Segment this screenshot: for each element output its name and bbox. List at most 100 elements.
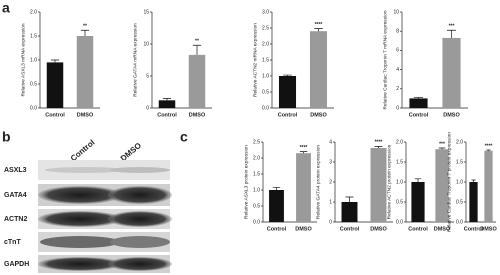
- bar: [341, 202, 358, 222]
- y-tick-label: 1.0: [30, 57, 37, 63]
- error-bar: [345, 196, 354, 202]
- bar: [469, 182, 478, 222]
- error-bar: [50, 59, 60, 63]
- blot-column-label: Control: [69, 138, 97, 163]
- y-tick-label: 1.5: [253, 171, 260, 177]
- y-tick-label: 1.0: [253, 187, 260, 193]
- y-axis-label: Relative ACTN2 protein expression: [386, 144, 392, 219]
- blot-band: [38, 257, 122, 271]
- error-bar: [374, 146, 383, 148]
- blot-row-label: GATA4: [4, 192, 27, 199]
- y-tick-label: 2.0: [253, 155, 260, 161]
- error-bar: [486, 149, 491, 151]
- significance: ***: [439, 141, 445, 147]
- y-tick-label: 0.0: [396, 219, 403, 225]
- y-tick-label: 5: [146, 73, 149, 79]
- panel-label: a: [2, 0, 10, 16]
- y-tick-label: 0: [329, 219, 332, 225]
- y-tick-label: 1: [329, 199, 332, 205]
- y-tick-label: 6: [396, 48, 399, 54]
- bar: [278, 76, 297, 108]
- blot-band: [38, 211, 122, 227]
- y-axis-label: Relative ASXL3 protein expression: [243, 145, 249, 219]
- x-tick-label: DMSO: [370, 226, 387, 232]
- y-tick-label: 1.0: [396, 179, 403, 185]
- blot-band: [110, 236, 170, 248]
- blot-band: [38, 186, 122, 204]
- bar: [442, 37, 461, 108]
- y-tick-label: 0.0: [262, 105, 269, 111]
- y-tick-label: 3.0: [262, 9, 269, 15]
- y-axis-label: Relative ASXL3 mRNA expression: [20, 23, 26, 96]
- x-tick-label: Control: [45, 112, 65, 118]
- y-tick-label: 3: [329, 159, 332, 165]
- significance: **: [195, 39, 199, 45]
- y-tick-label: 0.5: [456, 199, 463, 205]
- bar: [76, 36, 94, 108]
- bar: [484, 150, 493, 222]
- y-tick-label: 4: [396, 67, 399, 73]
- y-axis-label: Relative Cardiac Troponin T protein expr…: [446, 132, 452, 232]
- y-tick-label: 0.5: [262, 89, 269, 95]
- error-bar: [446, 29, 457, 38]
- bar: [435, 149, 449, 222]
- significance: ****: [300, 145, 308, 151]
- panel-label: b: [2, 129, 11, 145]
- bar: [158, 100, 176, 108]
- y-tick-label: 2.5: [262, 25, 269, 31]
- error-bar: [80, 29, 90, 36]
- y-tick-label: 0.0: [30, 105, 37, 111]
- y-tick-label: 0.5: [396, 199, 403, 205]
- y-tick-label: 2.0: [456, 139, 463, 145]
- y-tick-label: 0.0: [253, 219, 260, 225]
- blot-row-label: cTnT: [4, 239, 21, 246]
- significance: ****: [315, 22, 323, 28]
- y-tick-label: 2.5: [253, 139, 260, 145]
- blot-row-label: ASXL3: [4, 167, 27, 174]
- blot-band: [108, 186, 172, 204]
- error-bar: [314, 28, 323, 32]
- x-tick-label: Control: [157, 112, 177, 118]
- x-tick-label: DMSO: [310, 112, 327, 118]
- blot-band: [110, 167, 170, 173]
- y-axis-label: Relative Cardiac Troponin T mRNA express…: [382, 10, 388, 109]
- y-axis-label: Relative GATA4 mRNA expression: [132, 23, 138, 97]
- x-tick-label: Control: [408, 226, 428, 232]
- blot-column-label: DMSO: [119, 141, 143, 163]
- y-tick-label: 2.0: [30, 9, 37, 15]
- y-tick-label: 2: [396, 86, 399, 92]
- y-tick-label: 0.0: [456, 219, 463, 225]
- y-tick-label: 4: [329, 139, 332, 145]
- y-tick-label: 10: [143, 41, 149, 47]
- y-tick-label: 8: [396, 29, 399, 35]
- significance: ****: [375, 140, 383, 146]
- y-axis-label: Relative GATA4 protein expression: [315, 145, 321, 220]
- y-tick-label: 15: [143, 9, 149, 15]
- y-tick-label: 2.0: [262, 41, 269, 47]
- x-tick-label: DMSO: [434, 226, 451, 232]
- y-tick-label: 1.0: [262, 73, 269, 79]
- bar: [409, 98, 428, 108]
- blot-band: [45, 167, 125, 173]
- x-tick-label: Control: [340, 226, 360, 232]
- y-tick-label: 10: [393, 9, 399, 15]
- blot-band: [108, 257, 172, 271]
- error-bar: [471, 179, 476, 182]
- y-tick-label: 0.5: [30, 81, 37, 87]
- error-bar: [414, 178, 422, 182]
- y-axis-label: Relative ACTN2 mRNA expression: [252, 23, 258, 97]
- bar: [296, 153, 311, 222]
- significance: ****: [485, 143, 493, 149]
- error-bar: [162, 98, 172, 101]
- y-tick-label: 0: [146, 105, 149, 111]
- y-tick-label: 0: [396, 105, 399, 111]
- blot-row-label: ACTN2: [4, 216, 27, 223]
- error-bar: [272, 187, 281, 190]
- y-tick-label: 2: [329, 179, 332, 185]
- x-tick-label: DMSO: [480, 226, 497, 232]
- bar: [188, 54, 206, 108]
- x-tick-label: DMSO: [189, 112, 206, 118]
- y-tick-label: 1.5: [30, 33, 37, 39]
- error-bar: [283, 74, 292, 76]
